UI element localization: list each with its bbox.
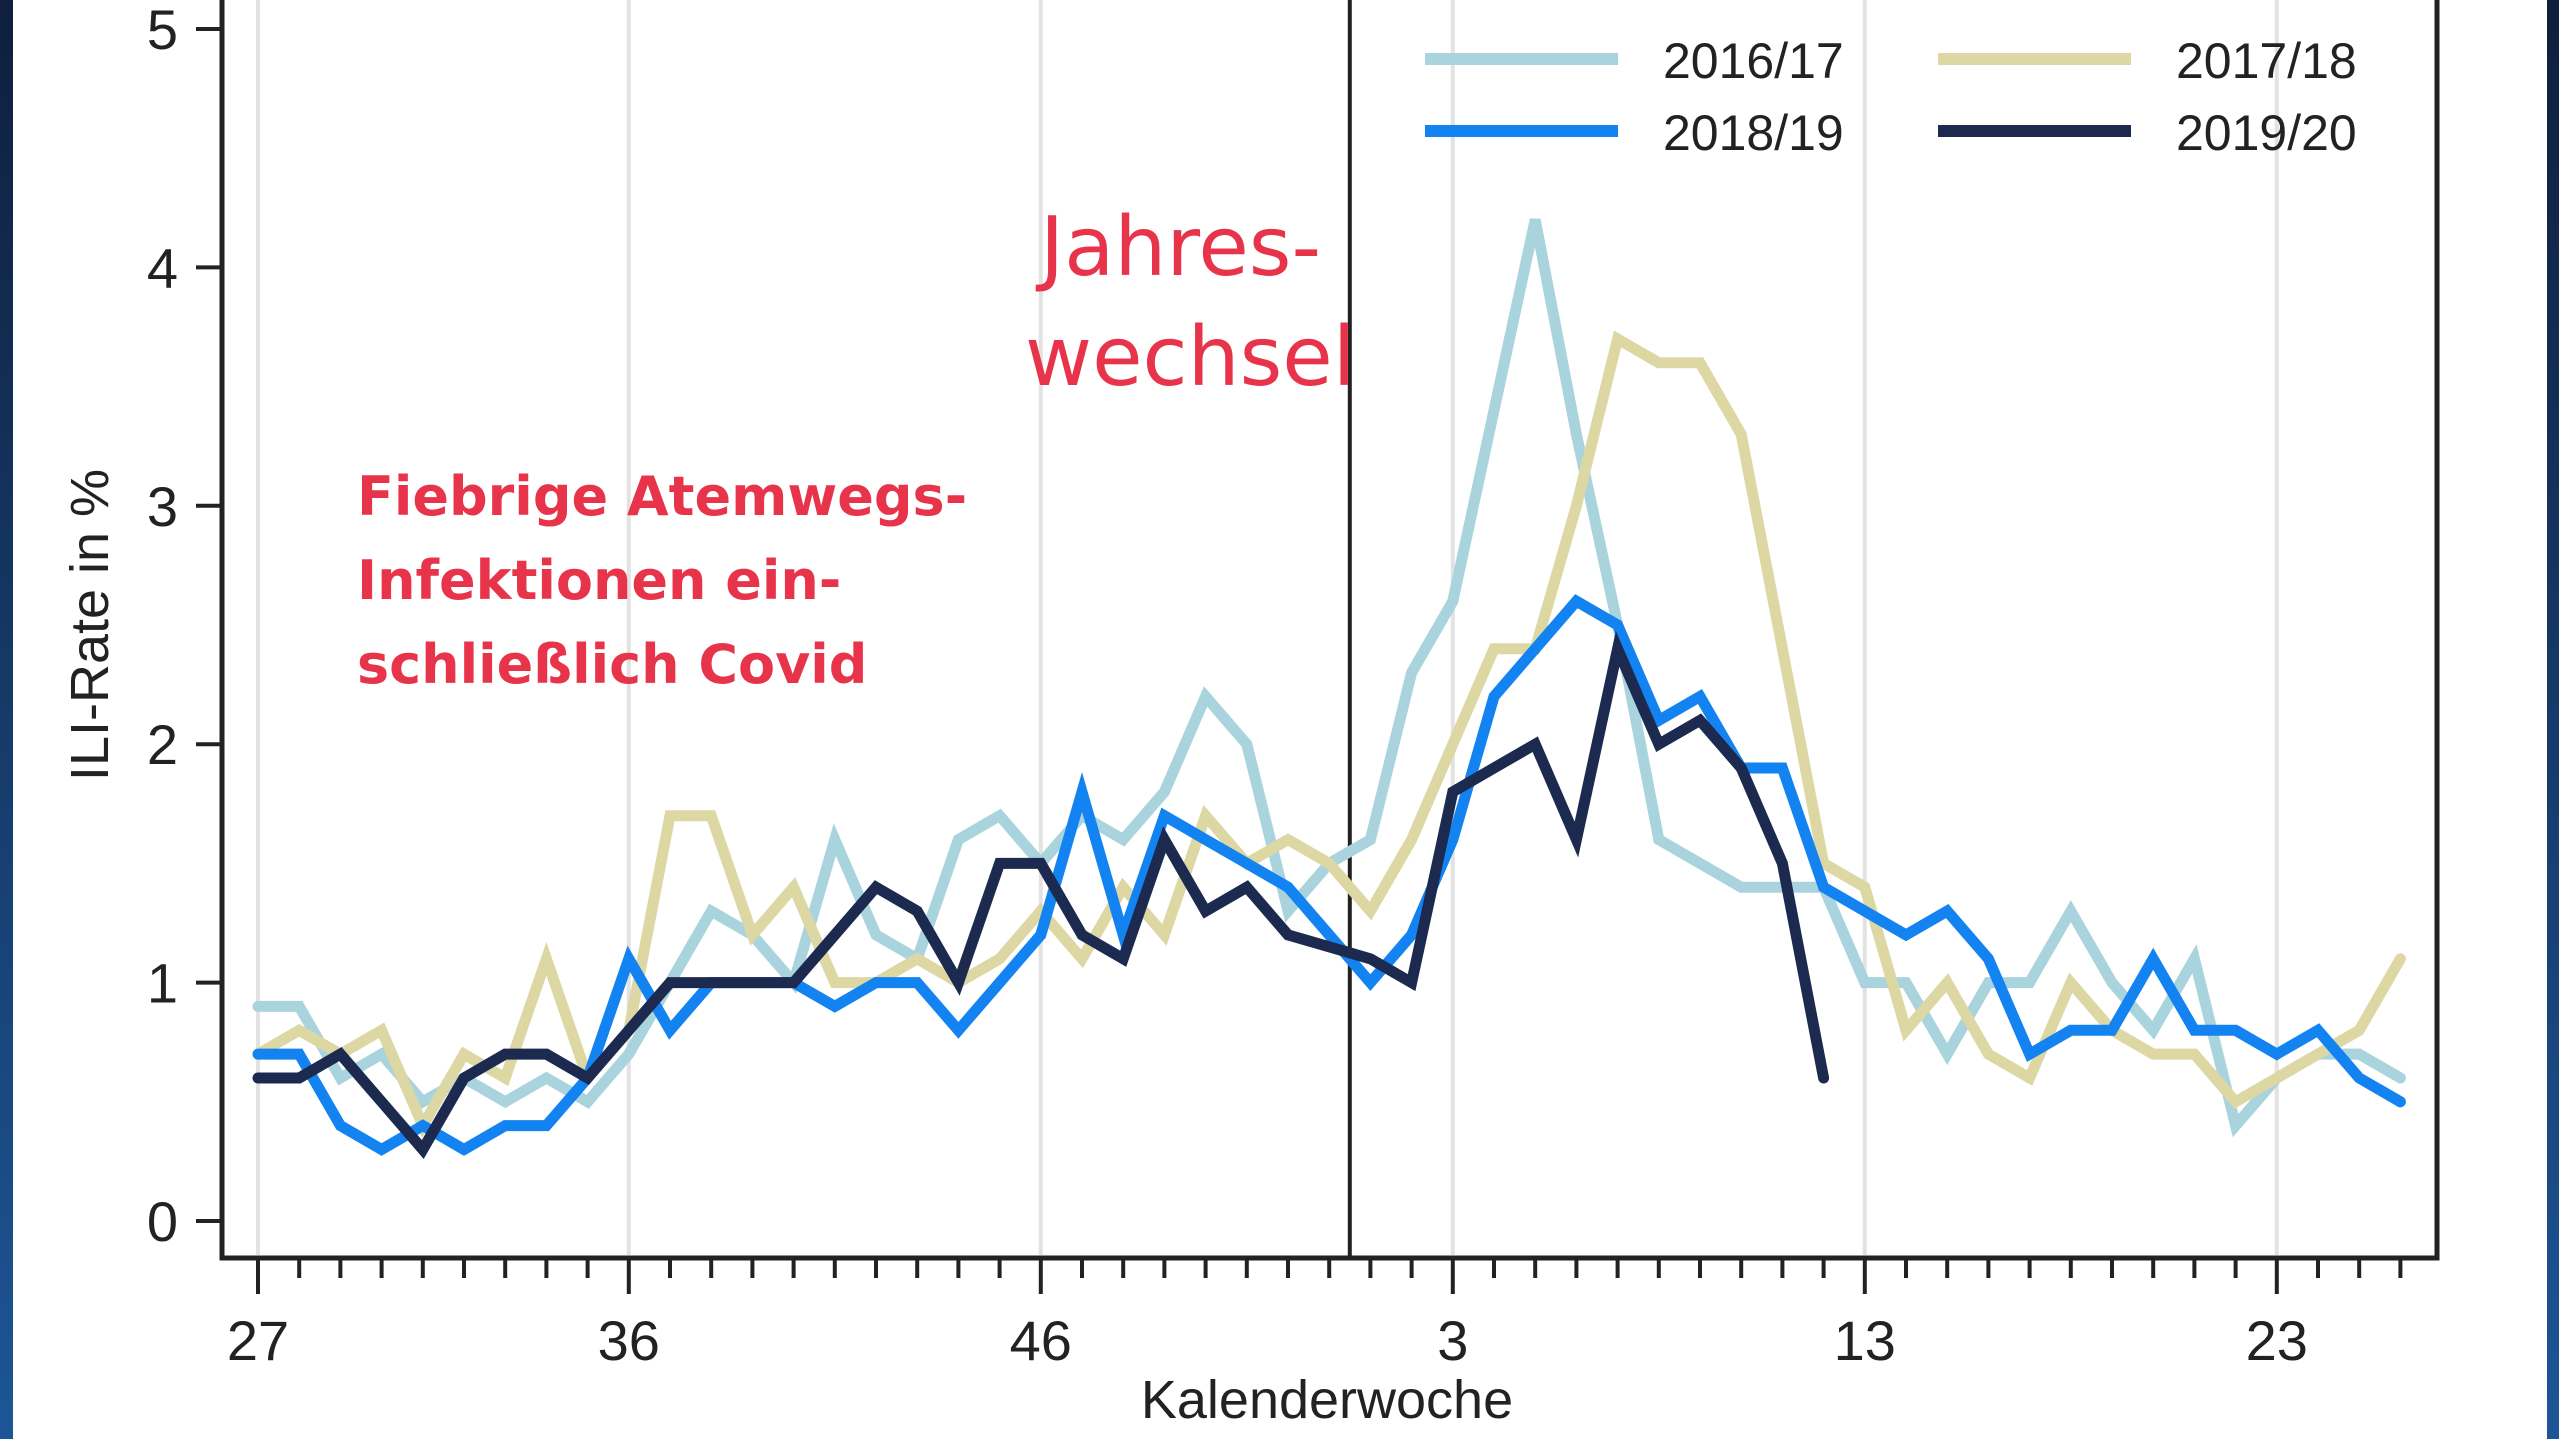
y-tick-label: 0 xyxy=(147,1190,178,1253)
annotation-ili-description: Fiebrige Atemwegs- Infektionen ein- schl… xyxy=(357,465,967,696)
y-tick-label: 1 xyxy=(147,952,178,1015)
y-tick-label: 3 xyxy=(147,475,178,538)
x-tick-label: 13 xyxy=(1834,1309,1896,1372)
window-edge-left xyxy=(0,0,13,1439)
x-axis-title: Kalenderwoche xyxy=(1141,1370,1513,1430)
x-tick-label: 46 xyxy=(1010,1309,1072,1372)
y-axis-title: ILI-Rate in % xyxy=(60,469,120,781)
plot-frame xyxy=(219,0,2440,1261)
x-tick-label: 27 xyxy=(227,1309,289,1372)
series-line-2019-20 xyxy=(252,630,1830,1159)
legend: 2016/17 2017/18 2018/19 2019/20 xyxy=(1425,33,2357,161)
data-series xyxy=(252,218,2406,1159)
legend-label-2019-20: 2019/20 xyxy=(2176,105,2357,161)
legend-label-2016-17: 2016/17 xyxy=(1663,33,1844,89)
legend-label-2017-18: 2017/18 xyxy=(2176,33,2357,89)
annotation-year-line-2: wechsel xyxy=(1025,310,1356,405)
series-line-2018-19 xyxy=(252,594,2406,1156)
annotation-line-2: Infektionen ein- xyxy=(357,549,841,612)
annotation-year-change: Jahres- wechsel xyxy=(1025,200,1356,405)
x-tick-label: 23 xyxy=(2246,1309,2308,1372)
series-line-2017-18 xyxy=(252,330,2406,1138)
annotation-line-3: schließlich Covid xyxy=(357,633,867,696)
window-edge-right xyxy=(2547,0,2559,1439)
y-tick-label: 5 xyxy=(147,0,178,61)
x-tick-label: 3 xyxy=(1437,1309,1468,1372)
y-tick-label: 4 xyxy=(147,236,178,299)
legend-label-2018-19: 2018/19 xyxy=(1663,105,1844,161)
y-axis: 0 1 2 3 4 5 xyxy=(147,0,222,1253)
x-tick-label: 36 xyxy=(598,1309,660,1372)
y-tick-label: 2 xyxy=(147,713,178,776)
annotation-line-1: Fiebrige Atemwegs- xyxy=(357,465,967,528)
annotation-year-line-1: Jahres- xyxy=(1035,200,1321,295)
x-axis: 27 36 46 3 13 23 xyxy=(227,1258,2403,1372)
